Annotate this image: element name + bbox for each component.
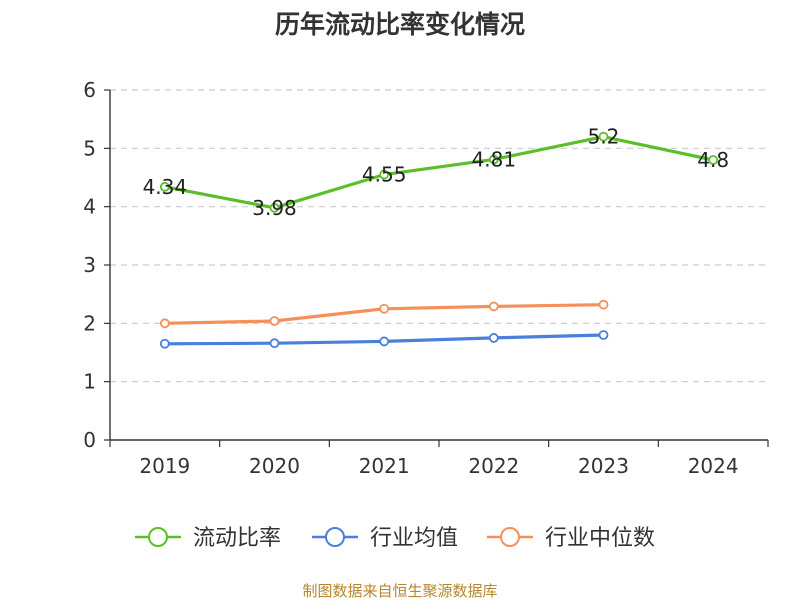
chart-title: 历年流动比率变化情况	[275, 10, 525, 39]
y-tick-label: 3	[83, 253, 96, 277]
x-tick-label: 2024	[688, 454, 739, 478]
y-tick-label: 1	[83, 370, 96, 394]
data-point[interactable]	[379, 303, 390, 314]
series-line-0	[163, 135, 715, 210]
series-layer	[159, 131, 719, 349]
x-tick-label: 2019	[139, 454, 190, 478]
legend-marker	[148, 527, 168, 547]
legend-label: 流动比率	[193, 526, 281, 551]
data-point[interactable]	[488, 154, 499, 165]
data-point[interactable]	[159, 181, 170, 192]
data-point[interactable]	[379, 336, 390, 347]
data-point[interactable]	[269, 316, 280, 326]
data-point[interactable]	[598, 330, 609, 340]
data-point[interactable]	[269, 338, 280, 349]
data-point[interactable]	[488, 301, 499, 312]
data-label-layer: 4.34 3.98 4.55 4.81 5.2 4.8	[143, 125, 730, 220]
data-point[interactable]	[598, 131, 609, 142]
x-tick-label: 2023	[578, 454, 629, 478]
data-label: 3.98	[252, 196, 297, 220]
legend-item-2[interactable]: 行业中位数	[487, 526, 655, 551]
y-tick-label: 6	[83, 78, 96, 102]
y-tick-label: 4	[83, 195, 96, 219]
data-point[interactable]	[269, 202, 280, 213]
data-source-text: 制图数据来自恒生聚源数据库	[302, 582, 497, 600]
y-tick-label: 2	[83, 311, 96, 335]
x-tick-label: 2021	[359, 454, 410, 478]
data-label: 5.2	[588, 125, 620, 149]
data-label: 4.8	[697, 148, 729, 172]
x-tick-label: 2022	[468, 454, 519, 478]
legend-marker	[325, 527, 345, 547]
data-label: 4.55	[362, 163, 407, 187]
data-label: 4.34	[143, 175, 188, 199]
data-point[interactable]	[159, 338, 170, 349]
y-tick-label: 0	[83, 428, 96, 452]
axis-layer: 0 1 2 3 4 5 6 2019 2020 2021 2022 2023 2024	[83, 78, 769, 478]
data-point[interactable]	[488, 333, 499, 343]
x-tick-label: 2020	[249, 454, 300, 478]
legend-item-1[interactable]: 行业均值	[312, 526, 458, 551]
data-point[interactable]	[379, 169, 390, 180]
data-point[interactable]	[159, 318, 170, 329]
grid-layer	[110, 89, 768, 383]
legend[interactable]: 流动比率 行业均值 行业中位数	[135, 526, 655, 551]
legend-marker	[500, 527, 520, 547]
legend-label: 行业中位数	[545, 526, 655, 551]
legend-label: 行业均值	[370, 526, 458, 551]
y-tick-label: 5	[83, 136, 96, 160]
data-label: 4.81	[472, 147, 517, 171]
legend-item-0[interactable]: 流动比率	[135, 526, 281, 551]
data-point[interactable]	[598, 299, 609, 310]
data-point[interactable]	[708, 155, 719, 165]
